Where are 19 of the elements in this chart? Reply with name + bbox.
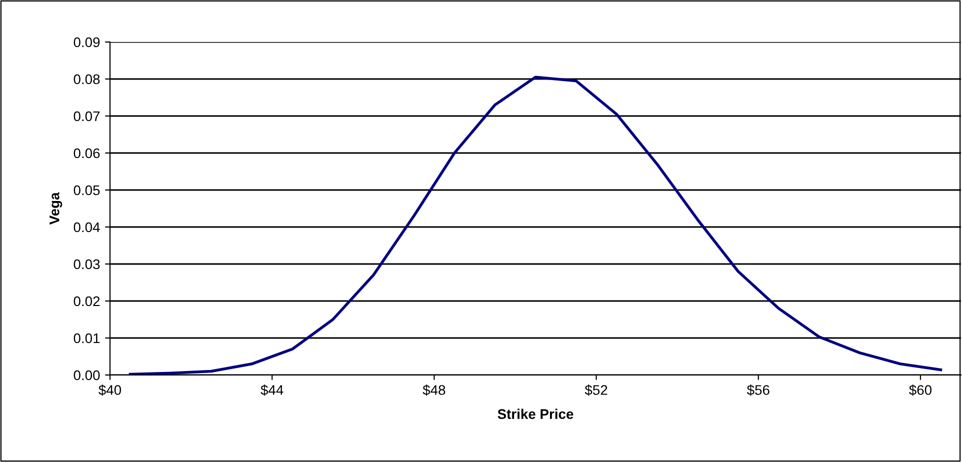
x-axis-title: Strike Price [498,408,574,419]
x-tick-label: $56 [746,384,770,396]
y-tick-label: 0.03 [74,259,100,270]
y-tick-label: 0.00 [74,370,100,380]
line-series [128,76,942,375]
x-tick-label: $44 [260,384,284,396]
y-tick-label: 0.08 [74,74,100,84]
y-tick-label: 0.09 [74,37,100,48]
x-tick-label: $40 [98,384,122,396]
y-tick-label: 0.06 [74,148,100,158]
y-tick-label: 0.02 [74,296,100,306]
x-tick-label: $52 [584,384,608,396]
y-tick-label: 0.04 [74,222,100,232]
y-tick-label: 0.01 [74,333,100,344]
x-tick-label: $60 [909,384,932,396]
y-tick-label: 0.05 [74,185,100,196]
y-axis-title: Vega [50,192,62,225]
x-tick-label: $48 [422,384,446,396]
y-tick-label: 0.07 [74,111,100,122]
